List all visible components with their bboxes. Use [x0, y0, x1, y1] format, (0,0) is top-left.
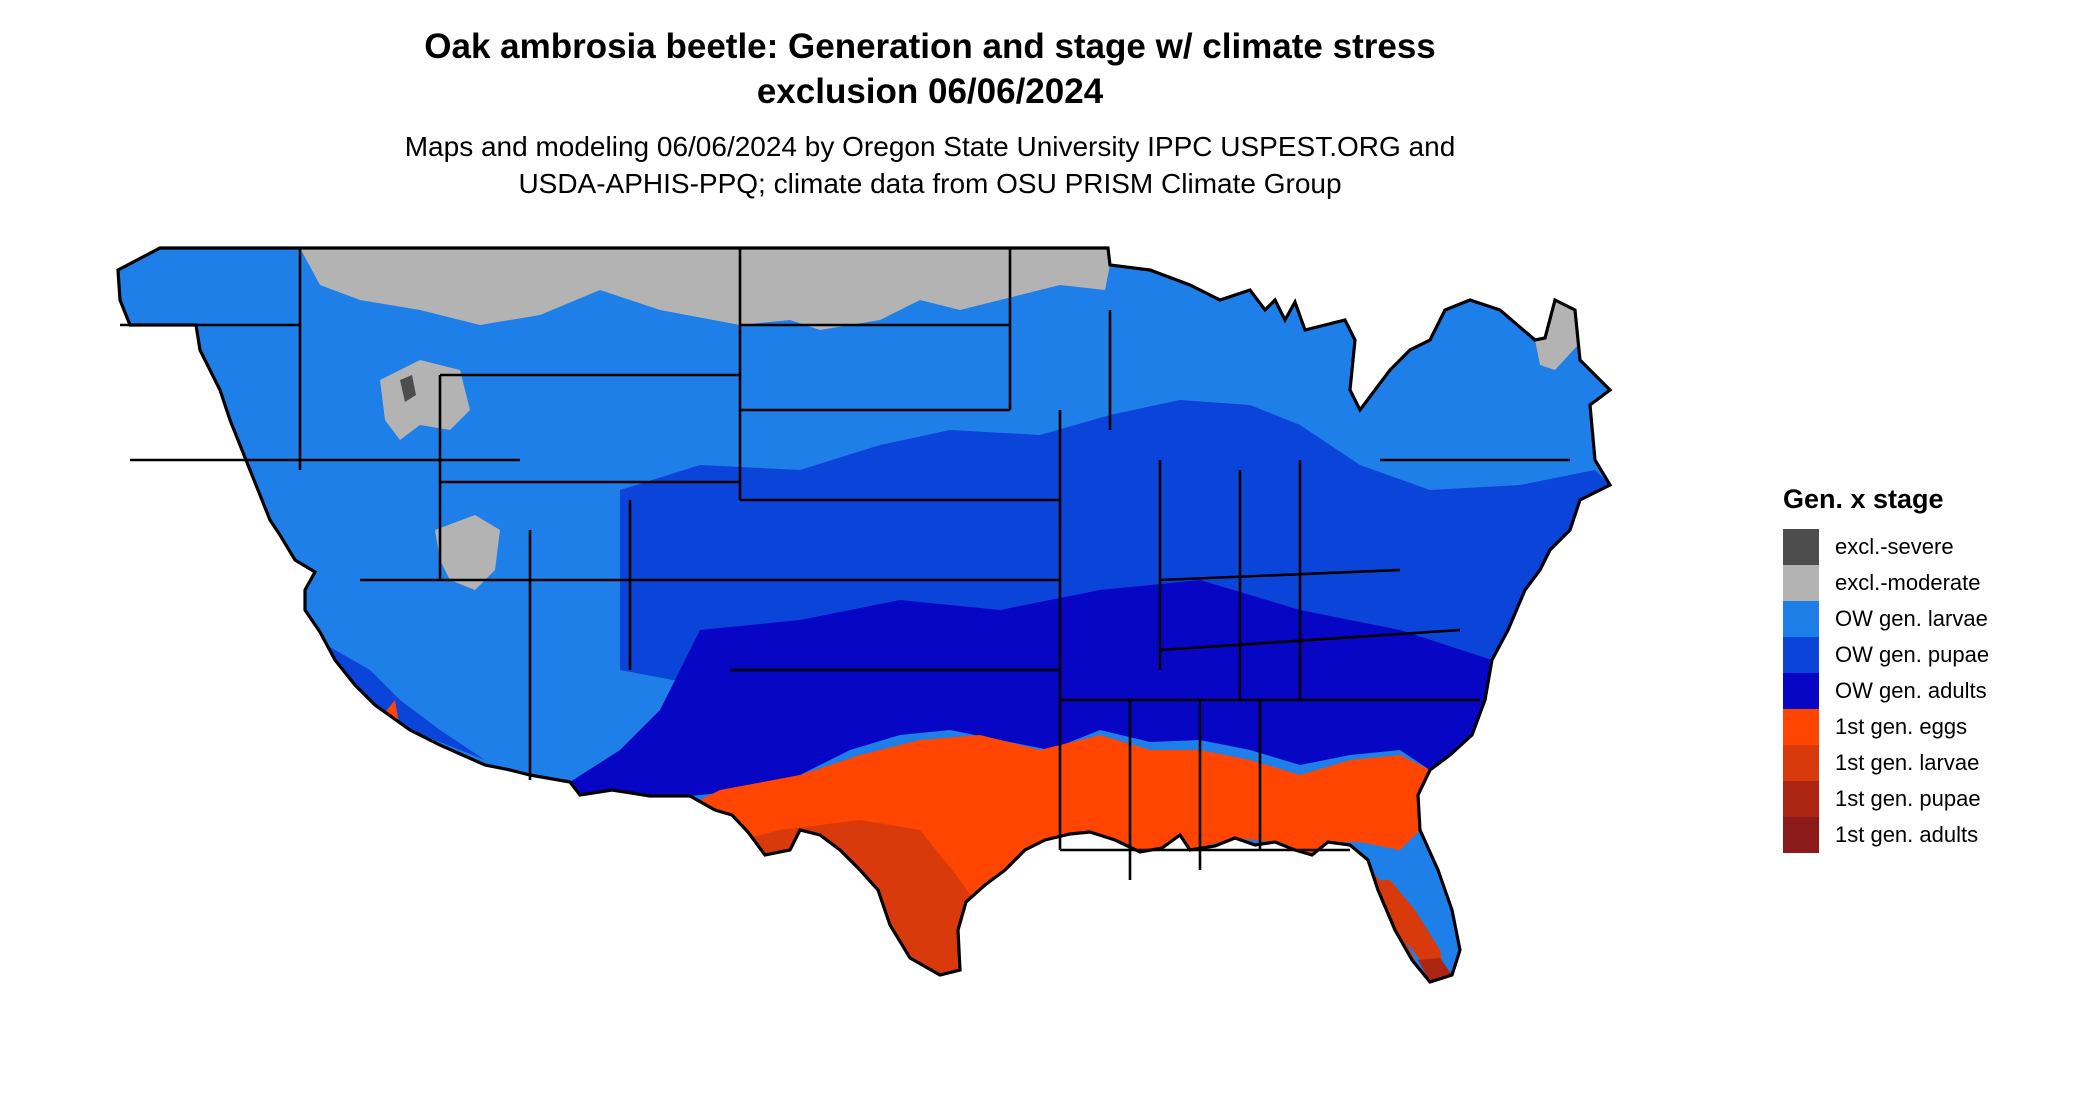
legend-item: excl.-moderate — [1783, 565, 1989, 601]
subtitle-line-1: Maps and modeling 06/06/2024 by Oregon S… — [404, 131, 1456, 162]
legend-label: excl.-severe — [1835, 534, 1954, 559]
legend-swatch — [1783, 601, 1819, 637]
region-excl-moderate-north — [300, 248, 820, 330]
legend-item: OW gen. pupae — [1783, 637, 1989, 673]
region-1st-pupae — [1418, 958, 1452, 982]
legend-label: 1st gen. adults — [1835, 822, 1979, 847]
legend-swatch — [1783, 565, 1819, 601]
subtitle-line-2: USDA-APHIS-PPQ; climate data from OSU PR… — [518, 168, 1342, 199]
region-excl-moderate-colorado — [435, 515, 500, 590]
region-excl-moderate-minnesota — [820, 248, 1110, 330]
border-oh-ky — [1159, 568, 1401, 582]
legend-swatch — [1783, 817, 1819, 853]
region-excl-severe-wyoming — [400, 375, 416, 402]
legend-item: excl.-severe — [1783, 529, 1989, 565]
legend-swatch — [1783, 781, 1819, 817]
legend-label: 1st gen. pupae — [1835, 786, 1981, 811]
region-excl-moderate-maine — [1535, 300, 1578, 370]
title-line-2: exclusion 06/06/2024 — [756, 72, 1104, 111]
region-ow-adults — [570, 580, 1492, 796]
us-map-svg — [116, 246, 1612, 1008]
border-tn-ky — [1159, 628, 1461, 652]
legend-item: 1st gen. larvae — [1783, 745, 1989, 781]
legend-label: excl.-moderate — [1835, 570, 1981, 595]
legend-items: excl.-severe excl.-moderate OW gen. larvae… — [1783, 529, 1989, 853]
legend-item: OW gen. adults — [1783, 673, 1989, 709]
region-ow-adults-west — [220, 680, 380, 790]
legend-swatch — [1783, 709, 1819, 745]
legend: Gen. x stage excl.-severe excl.-moderate O… — [1783, 484, 1989, 853]
region-1st-eggs — [640, 735, 1430, 930]
legend-swatch — [1783, 745, 1819, 781]
legend-swatch — [1783, 673, 1819, 709]
map-subtitle: Maps and modeling 06/06/2024 by Oregon S… — [0, 128, 1860, 202]
state-borders — [116, 246, 1612, 984]
title-line-1: Oak ambrosia beetle: Generation and stag… — [424, 27, 1436, 66]
legend-label: 1st gen. larvae — [1835, 750, 1980, 775]
legend-swatch — [1783, 529, 1819, 565]
legend-label: OW gen. larvae — [1835, 606, 1988, 631]
legend-item: 1st gen. adults — [1783, 817, 1989, 853]
legend-item: OW gen. larvae — [1783, 601, 1989, 637]
legend-item: 1st gen. pupae — [1783, 781, 1989, 817]
legend-title: Gen. x stage — [1783, 484, 1944, 514]
legend-label: OW gen. adults — [1835, 678, 1987, 703]
region-1st-larvae-southwest — [350, 775, 450, 845]
legend-label: OW gen. pupae — [1835, 642, 1990, 667]
legend-swatch — [1783, 637, 1819, 673]
us-map — [100, 230, 1740, 1110]
legend-item: 1st gen. eggs — [1783, 709, 1989, 745]
region-1st-adults — [1390, 998, 1440, 1008]
legend-label: 1st gen. eggs — [1835, 714, 1968, 739]
map-title: Oak ambrosia beetle: Generation and stag… — [0, 24, 1860, 114]
